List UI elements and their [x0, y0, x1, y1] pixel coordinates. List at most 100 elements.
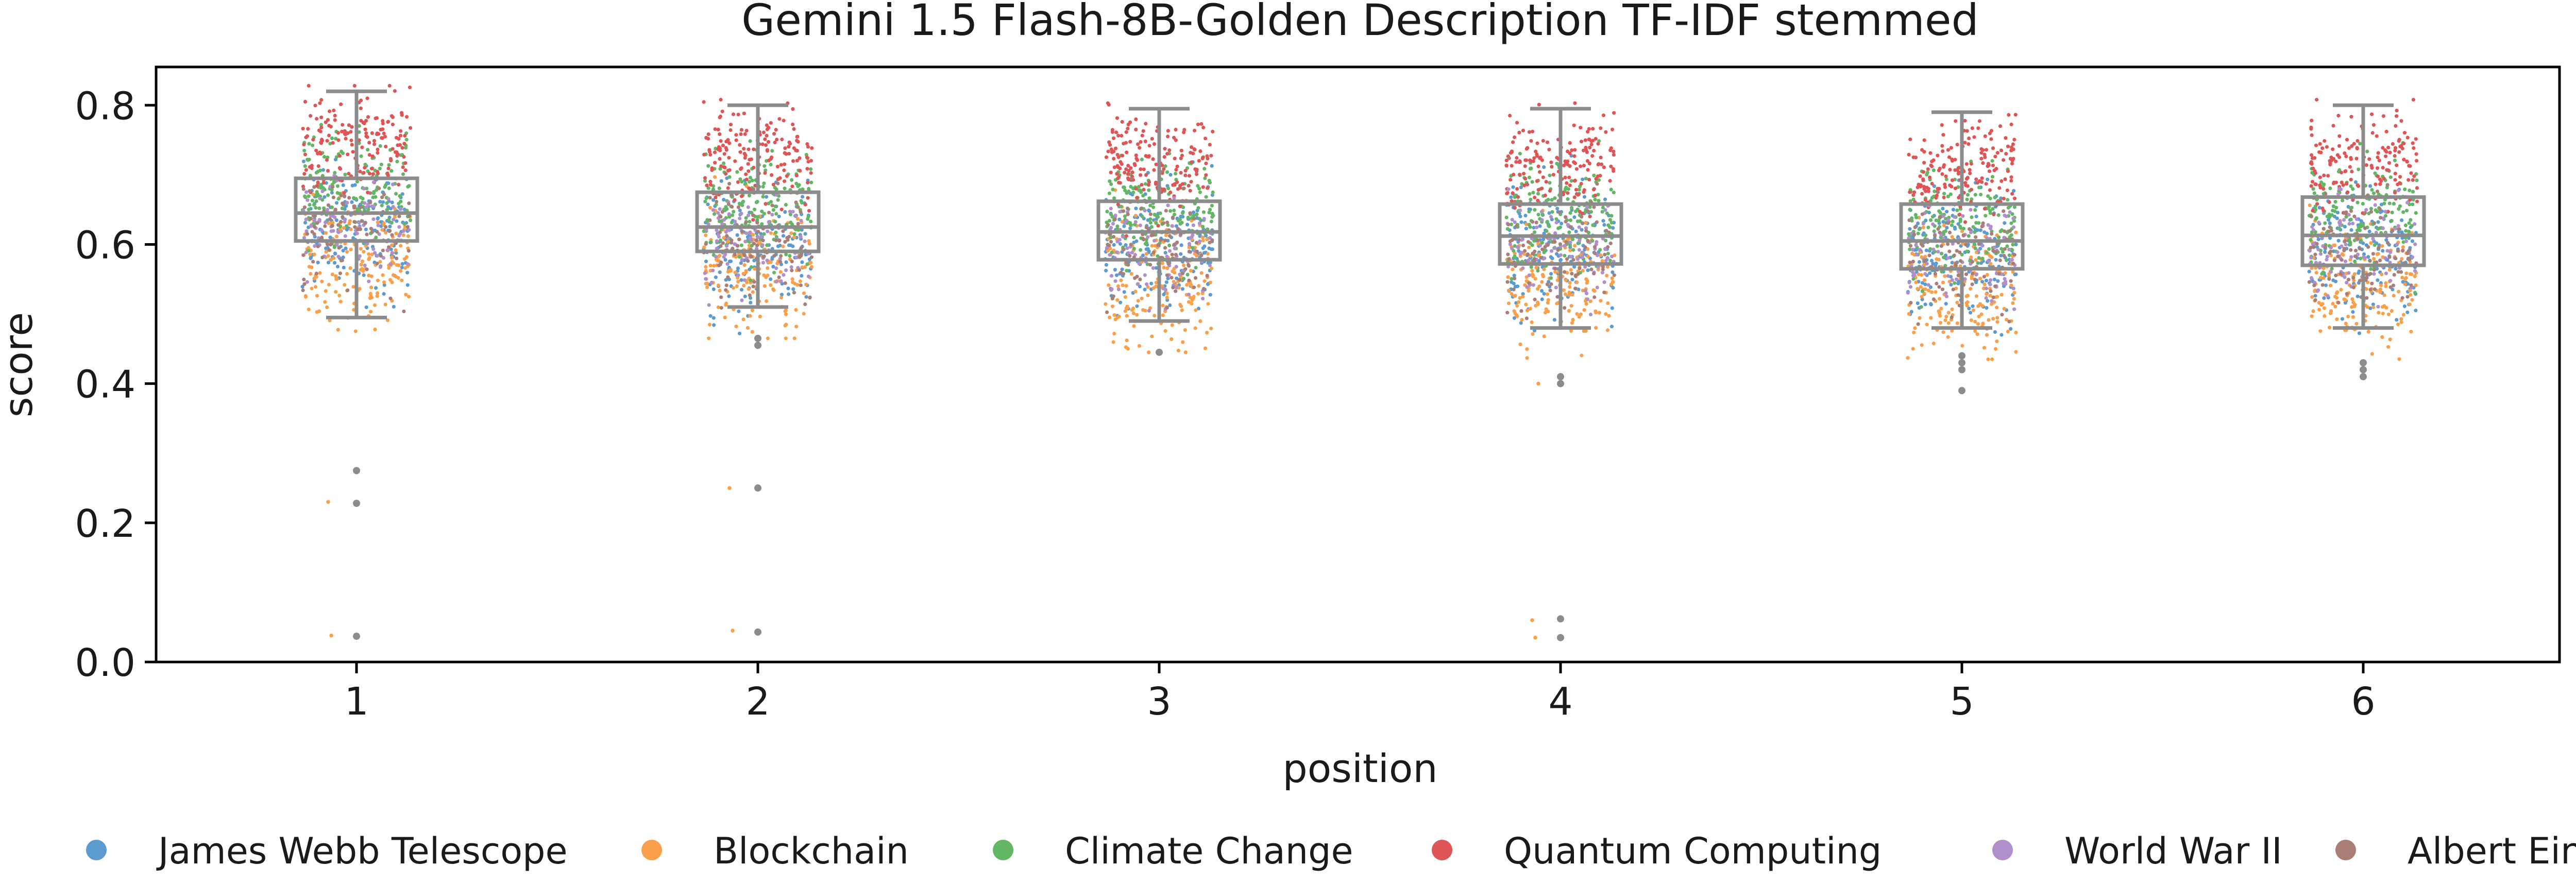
data-point	[399, 269, 403, 273]
data-point	[762, 232, 766, 236]
data-point	[1999, 179, 2004, 183]
data-point	[748, 231, 752, 235]
data-point	[395, 219, 399, 223]
data-point	[723, 252, 727, 257]
data-point	[1994, 258, 1998, 262]
data-point	[364, 305, 368, 310]
data-point	[1580, 255, 1585, 259]
data-point	[1562, 288, 1566, 292]
data-point	[1156, 224, 1160, 228]
data-point	[1969, 255, 1973, 259]
data-point	[779, 163, 783, 167]
data-point	[1970, 274, 1974, 278]
data-point	[1542, 334, 1546, 338]
data-point	[728, 123, 733, 127]
data-point	[1945, 210, 1949, 214]
data-point	[1535, 225, 1539, 229]
data-point	[1990, 232, 1994, 236]
data-point	[2001, 250, 2005, 254]
data-point	[1952, 253, 1956, 258]
data-point	[727, 175, 732, 179]
data-point	[2406, 229, 2411, 233]
data-point	[2398, 204, 2402, 208]
data-point	[1914, 280, 1918, 284]
data-point	[1164, 233, 1168, 237]
data-point	[382, 131, 386, 135]
data-point	[1936, 190, 1940, 194]
data-point	[2370, 112, 2374, 116]
data-point	[1939, 251, 1944, 256]
data-point	[319, 138, 324, 142]
data-point	[1594, 137, 1598, 141]
data-point	[2413, 269, 2417, 273]
data-point	[1191, 246, 1195, 250]
data-point	[1996, 279, 2000, 283]
data-point	[1944, 177, 1948, 181]
data-point	[713, 127, 717, 131]
data-point	[370, 230, 375, 234]
data-point	[1929, 290, 1934, 294]
data-point	[387, 163, 391, 167]
data-point	[1566, 187, 1570, 191]
data-point	[1974, 294, 1978, 298]
data-point	[312, 202, 316, 207]
data-point	[805, 262, 809, 266]
data-point	[303, 295, 308, 299]
data-point	[369, 227, 374, 231]
data-point	[1166, 262, 1171, 266]
data-point	[326, 203, 331, 207]
data-point	[1540, 289, 1544, 293]
data-point	[1950, 223, 1954, 227]
data-point	[1517, 160, 1521, 164]
data-point	[315, 221, 319, 225]
data-point	[1535, 152, 1539, 157]
data-point	[724, 278, 728, 282]
data-point	[749, 278, 753, 283]
data-point	[1950, 307, 1954, 311]
data-point	[1508, 242, 1512, 246]
data-point	[1915, 252, 1919, 257]
data-point	[750, 178, 754, 182]
data-point	[1937, 218, 1941, 223]
data-point	[1174, 128, 1178, 132]
data-point	[2376, 151, 2380, 155]
data-point	[309, 216, 313, 220]
data-point	[769, 231, 773, 235]
data-point	[738, 150, 742, 154]
data-point	[738, 208, 742, 212]
data-point	[1126, 126, 1130, 131]
data-point	[741, 317, 745, 321]
data-point	[802, 312, 806, 316]
data-point	[1514, 160, 1518, 164]
data-point	[345, 224, 349, 228]
data-point	[1609, 220, 1614, 225]
data-point	[1916, 286, 1920, 291]
data-point	[304, 168, 308, 172]
data-point	[733, 242, 737, 246]
data-point	[1595, 285, 1599, 290]
data-point	[1940, 269, 1944, 274]
data-point	[2393, 154, 2397, 158]
data-point	[2009, 148, 2013, 152]
data-point	[1129, 243, 1133, 247]
data-point	[1923, 254, 1927, 259]
data-point	[334, 274, 338, 278]
data-point	[1138, 146, 1142, 150]
data-point	[2366, 255, 2370, 259]
data-point	[714, 254, 718, 259]
data-point	[362, 273, 366, 277]
data-point	[1187, 183, 1191, 188]
data-point	[2009, 122, 2013, 127]
data-point	[1127, 189, 1131, 194]
data-point	[2009, 221, 2013, 225]
data-point	[403, 168, 408, 173]
data-point	[384, 231, 388, 235]
data-point	[1195, 169, 1199, 174]
data-point	[1191, 223, 1195, 227]
data-point	[774, 212, 778, 216]
data-point	[2348, 165, 2352, 169]
data-point	[2014, 330, 2018, 335]
data-point	[1178, 273, 1182, 277]
data-point	[1599, 156, 1603, 160]
